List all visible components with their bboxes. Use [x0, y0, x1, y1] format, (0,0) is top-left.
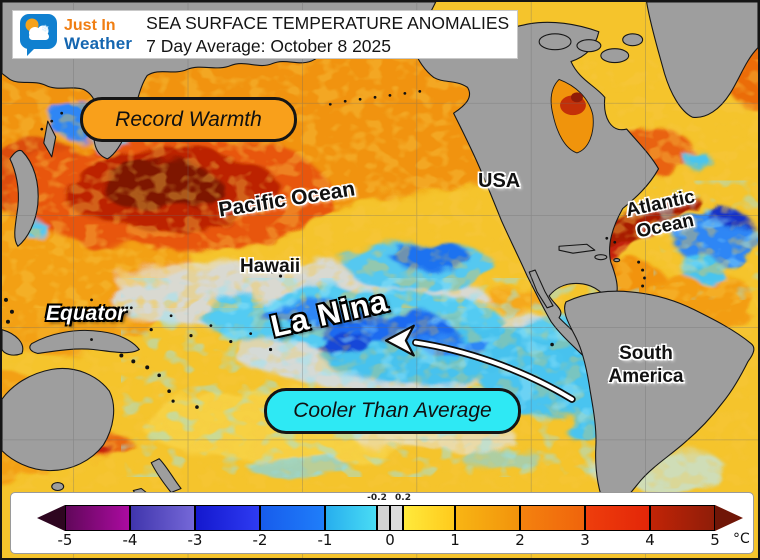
- land-arctic-island3: [600, 48, 630, 64]
- land-sakhalin: [43, 120, 57, 158]
- colorbar-inner-tick-0.2: 0.2: [395, 493, 411, 503]
- south-america-label-line1: South: [619, 343, 673, 364]
- colorbar-segment-11: [650, 505, 715, 531]
- land-greenland: [646, 2, 758, 118]
- colorbar-unit-label: °C: [733, 531, 750, 547]
- colorbar-tick-0: 0: [385, 531, 395, 549]
- brand-wordmark: Just In Weather: [64, 17, 132, 53]
- land-cuba: [558, 243, 596, 254]
- header-panel: ❄ Just In Weather SEA SURFACE TEMPERATUR…: [12, 10, 518, 59]
- colorbar-segment-9: [520, 505, 585, 531]
- colorbar-tick--1: -1: [317, 531, 333, 549]
- usa-label: USA: [478, 170, 521, 192]
- brand-logo: ❄ Just In Weather: [19, 13, 132, 57]
- colorbar-tick-2: 2: [515, 531, 525, 549]
- colorbar-segment-10: [585, 505, 650, 531]
- colorbar-tick--3: -3: [187, 531, 203, 549]
- land-arctic-island1: [538, 33, 572, 51]
- colorbar-left-arrow: [37, 505, 65, 531]
- colorbar-segment-0: [65, 505, 130, 531]
- colorbar-tick--2: -2: [252, 531, 268, 549]
- cooler-than-average-label: Cooler Than Average: [293, 399, 492, 422]
- colorbar-segment-7: [403, 505, 455, 531]
- hawaii-label: Hawaii: [240, 256, 301, 277]
- colorbar-segment-3: [260, 505, 325, 531]
- brand-name-line2: Weather: [64, 33, 133, 53]
- title-block: SEA SURFACE TEMPERATURE ANOMALIES 7 Day …: [146, 12, 509, 58]
- colorbar-tick-4: 4: [645, 531, 655, 549]
- hudson-bay-darkred: [570, 92, 583, 103]
- colorbar-tick--5: -5: [57, 531, 73, 549]
- colorbar-segment-8: [455, 505, 520, 531]
- land-japan: [9, 149, 39, 247]
- colorbar-right-arrow: [715, 505, 743, 531]
- colorbar-segment-2: [195, 505, 260, 531]
- south-america-label: South America: [600, 342, 692, 388]
- land-arctic-island2: [576, 39, 602, 53]
- land-north-america: [413, 21, 660, 360]
- land-south-america: [564, 290, 755, 507]
- svg-text:❄: ❄: [41, 24, 49, 35]
- map-subtitle: 7 Day Average: October 8 2025: [146, 35, 392, 56]
- land-tasmania: [51, 481, 65, 492]
- record-warmth-callout: Record Warmth: [80, 97, 297, 142]
- colorbar-segment-1: [130, 505, 195, 531]
- colorbar-tick-5: 5: [710, 531, 720, 549]
- colorbar-tick--4: -4: [122, 531, 138, 549]
- colorbar-inner-tick--0.2: -0.2: [367, 493, 387, 503]
- colorbar-tick-1: 1: [450, 531, 460, 549]
- cloud-sun-snowflake-logo-icon: ❄: [20, 13, 57, 56]
- land-indonesia: [2, 329, 24, 356]
- island-dots: [3, 89, 647, 409]
- brand-name-line1: Just In: [64, 16, 116, 34]
- ocean-speckle-natl: [653, 180, 758, 300]
- colorbar-segment-5: [377, 505, 390, 531]
- south-america-label-line2: America: [608, 366, 684, 387]
- equator-label: Equator: [46, 302, 126, 325]
- land-puerto-rico: [613, 258, 621, 263]
- land-baja: [528, 269, 554, 309]
- colorbar-segment-4: [325, 505, 377, 531]
- colorbar-scale: -5 -4 -3 -2 -1 0 1 2 3 4 5 -0.2 0.2: [11, 493, 753, 553]
- land-australia: [2, 367, 115, 472]
- colorbar-panel: -5 -4 -3 -2 -1 0 1 2 3 4 5 -0.2 0.2 °C: [10, 492, 754, 554]
- record-warmth-label: Record Warmth: [115, 107, 262, 131]
- map-title: SEA SURFACE TEMPERATURE ANOMALIES: [146, 12, 510, 33]
- cooler-than-average-callout: Cooler Than Average: [264, 388, 521, 434]
- colorbar-segment-6: [390, 505, 403, 531]
- land-new-guinea: [29, 329, 140, 355]
- land-arctic-island4: [622, 33, 644, 47]
- land-hispaniola: [594, 254, 608, 261]
- colorbar-tick-3: 3: [580, 531, 590, 549]
